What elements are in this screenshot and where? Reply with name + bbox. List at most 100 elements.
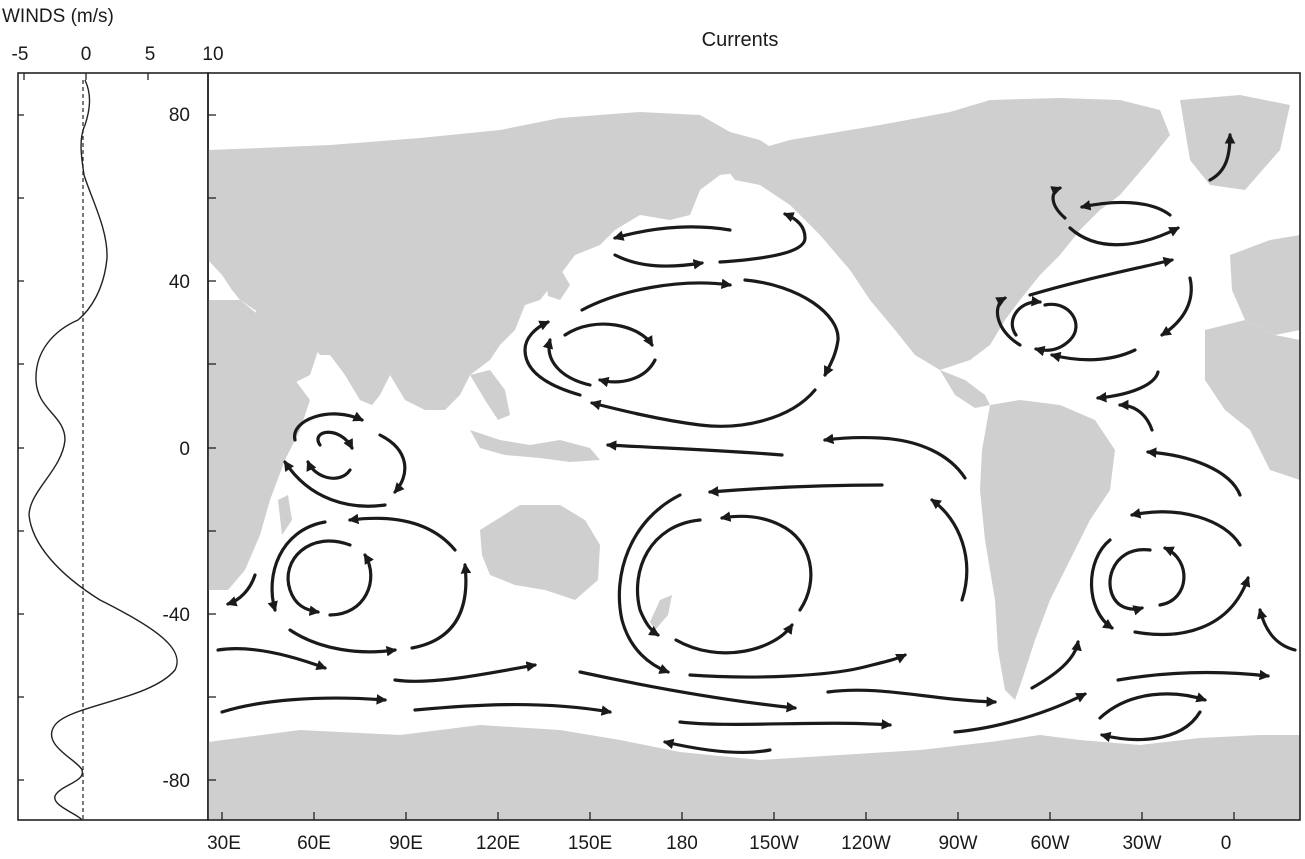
landmass-central-america <box>940 370 990 408</box>
current-arrow <box>1108 548 1152 616</box>
landmass-africa <box>208 300 310 590</box>
current-arrow <box>1133 576 1251 636</box>
landmass-southeast-asia <box>470 370 510 420</box>
landmass-australia <box>480 505 600 600</box>
world-map <box>208 95 1300 820</box>
y-tick-label: -40 <box>163 605 190 626</box>
current-arrow <box>580 278 733 312</box>
x-tick-label: 60E <box>297 833 331 854</box>
current-arrow <box>1089 538 1114 630</box>
landmass-japan <box>545 268 570 300</box>
current-arrow <box>953 692 1087 734</box>
winds-profile-curve <box>28 79 178 821</box>
winds-x-tick-label: -5 <box>12 44 29 65</box>
winds-x-tick-label: 5 <box>145 44 156 65</box>
winds-x-tick-label: 0 <box>81 44 92 65</box>
x-tick-label: 90W <box>938 833 977 854</box>
current-arrow <box>743 278 840 377</box>
current-arrow <box>612 225 732 241</box>
current-arrow <box>826 688 998 708</box>
winds-x-tick-labels: -5 0 5 10 <box>12 44 224 65</box>
landmass-new-zealand <box>650 595 672 630</box>
currents-title: Currents <box>702 29 779 51</box>
currents-frame <box>207 72 1301 821</box>
current-arrow <box>578 670 798 713</box>
current-arrow <box>1050 186 1067 220</box>
current-arrow <box>293 411 364 442</box>
landmass-madagascar <box>278 495 292 535</box>
landmass-west-africa <box>1205 320 1300 480</box>
current-arrow <box>225 573 257 607</box>
current-arrow <box>1033 302 1078 357</box>
landmass-antarctica <box>208 725 1300 820</box>
landmass-south-america <box>980 400 1115 700</box>
y-tick-label: 80 <box>169 105 190 126</box>
y-tick-label: -80 <box>163 771 190 792</box>
current-arrow <box>995 296 1022 347</box>
current-arrow <box>1079 200 1172 217</box>
current-arrow <box>316 430 354 450</box>
current-arrow <box>605 440 784 457</box>
current-arrow <box>635 518 702 637</box>
current-arrow <box>283 460 387 508</box>
current-arrow <box>1095 370 1160 403</box>
current-arrow <box>328 553 374 617</box>
x-tick-label: 60W <box>1030 833 1069 854</box>
current-arrow <box>286 539 352 616</box>
current-arrow <box>1010 295 1043 337</box>
x-tick-label: 90E <box>389 833 423 854</box>
current-arrow <box>220 694 388 714</box>
current-arrow <box>617 493 682 674</box>
current-arrow <box>413 702 613 716</box>
current-arrow <box>1145 447 1242 497</box>
current-arrow <box>1030 639 1082 690</box>
current-arrow <box>707 483 884 497</box>
current-arrow <box>597 358 657 388</box>
y-tick-label: 0 <box>179 439 190 460</box>
landmass-indonesia <box>470 430 600 462</box>
currents-x-tick-labels: 30E 60E 90E 120E 150E 180 150W 120W 90W … <box>207 833 1231 854</box>
current-arrow <box>674 623 794 655</box>
current-arrow <box>1158 546 1186 607</box>
current-arrow <box>930 498 969 602</box>
current-arrow <box>662 738 772 755</box>
x-tick-label: 30E <box>207 833 241 854</box>
current-arrow <box>1117 399 1154 432</box>
current-arrow <box>563 322 654 347</box>
current-arrow <box>1256 607 1297 652</box>
winds-title: WINDS (m/s) <box>2 6 114 27</box>
x-tick-label: 150W <box>749 833 799 854</box>
current-arrow <box>1116 669 1271 682</box>
current-arrow <box>719 511 813 612</box>
x-tick-label: 180 <box>666 833 698 854</box>
y-tick-label: 40 <box>169 272 190 293</box>
winds-x-tick-label: 10 <box>202 44 223 65</box>
current-arrow <box>1068 226 1180 247</box>
current-arrow <box>347 513 457 552</box>
current-arrow <box>216 647 327 671</box>
current-arrow <box>288 628 398 657</box>
current-arrow <box>410 562 472 650</box>
landmass-europe <box>1230 235 1300 335</box>
current-arrow <box>1098 692 1208 720</box>
current-arrow <box>1099 710 1202 743</box>
current-arrow <box>1049 348 1137 363</box>
x-tick-label: 0 <box>1221 833 1232 854</box>
current-arrow <box>688 653 907 679</box>
current-arrows <box>216 132 1297 755</box>
current-arrow <box>1129 508 1242 547</box>
landmass-greenland <box>1180 95 1290 190</box>
x-tick-label: 30W <box>1122 833 1161 854</box>
current-arrow <box>306 460 352 480</box>
currents-y-tick-labels: 80 40 0 -40 -80 <box>163 105 190 792</box>
current-arrow <box>678 719 893 730</box>
landmass-north-america <box>720 98 1170 370</box>
x-tick-label: 120E <box>476 833 520 854</box>
current-arrow <box>378 433 407 494</box>
current-arrow <box>1028 256 1175 297</box>
current-arrow <box>589 388 817 428</box>
current-arrow <box>542 337 592 387</box>
current-arrow <box>613 253 705 270</box>
current-arrow <box>393 661 538 683</box>
